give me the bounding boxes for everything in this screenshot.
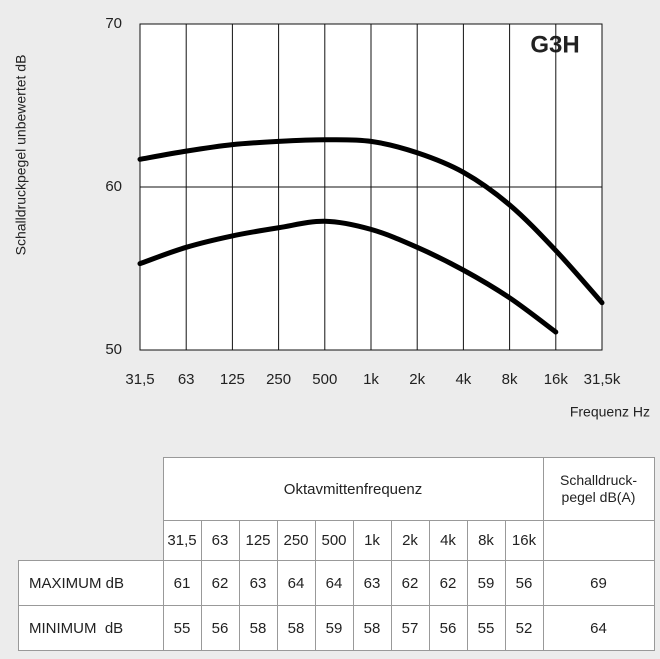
x-tick-label: 250 (266, 371, 291, 388)
x-tick-label: 125 (220, 371, 245, 388)
column-header: 8k (466, 520, 506, 561)
y-axis-label: Schalldruckpegel unbewertet dB (13, 55, 29, 256)
total-cell: 64 (542, 605, 655, 651)
cell: 56 (428, 605, 468, 651)
column-header: 31,5 (162, 520, 202, 561)
cell: 56 (504, 560, 544, 606)
column-header: 1k (352, 520, 392, 561)
cell: 59 (314, 605, 354, 651)
blank (542, 520, 655, 561)
line-series (137, 218, 559, 335)
total-header: Schalldruck- pegel dB(A) (542, 457, 655, 521)
cell: 55 (466, 605, 506, 651)
cell: 56 (200, 605, 240, 651)
column-header: 125 (238, 520, 278, 561)
cell: 61 (162, 560, 202, 606)
cell: 64 (276, 560, 316, 606)
cell: 62 (390, 560, 430, 606)
cell: 63 (352, 560, 392, 606)
cell: 62 (428, 560, 468, 606)
cell: 62 (200, 560, 240, 606)
column-header: 250 (276, 520, 316, 561)
x-tick-label: 16k (544, 371, 569, 388)
group-header: Oktavmittenfrequenz (162, 457, 544, 521)
cell: 57 (390, 605, 430, 651)
column-header: 16k (504, 520, 544, 561)
cell: 58 (352, 605, 392, 651)
cell: 58 (276, 605, 316, 651)
y-tick-label: 60 (105, 178, 122, 195)
row-label: MINIMUM dB (18, 605, 164, 651)
column-header: 4k (428, 520, 468, 561)
x-tick-label: 31,5k (584, 371, 621, 388)
blank (19, 458, 164, 521)
y-tick-label: 50 (105, 341, 122, 358)
column-header: 500 (314, 520, 354, 561)
x-tick-label: 31,5 (125, 371, 154, 388)
table-row: MAXIMUM dB 61 62 63 64 64 63 62 62 59 56 69 (18, 560, 655, 606)
column-header: 63 (200, 520, 240, 561)
x-tick-label: 2k (409, 371, 425, 388)
cell: 64 (314, 560, 354, 606)
x-axis-label: Frequenz Hz (570, 404, 650, 420)
blank (19, 521, 164, 561)
x-tick-label: 63 (178, 371, 195, 388)
column-header: 2k (390, 520, 430, 561)
x-tick-label: 500 (312, 371, 337, 388)
line-series (137, 137, 605, 306)
x-tick-label: 8k (502, 371, 518, 388)
y-tick-label: 70 (105, 15, 122, 32)
chart: G3H Schalldruckpegel unbewertet dB Frequ… (13, 15, 650, 420)
cell: 58 (238, 605, 278, 651)
x-tick-label: 1k (363, 371, 379, 388)
row-label: MAXIMUM dB (18, 560, 164, 606)
cell: 55 (162, 605, 202, 651)
cell: 63 (238, 560, 278, 606)
total-cell: 69 (542, 560, 655, 606)
cell: 52 (504, 605, 544, 651)
annotation: G3H (530, 31, 579, 58)
x-tick-label: 4k (455, 371, 471, 388)
table-row: MINIMUM dB 55 56 58 58 59 58 57 56 55 52 64 (18, 605, 655, 651)
cell: 59 (466, 560, 506, 606)
data-table: Oktavmittenfrequenz Schalldruck- pegel d… (18, 457, 655, 651)
